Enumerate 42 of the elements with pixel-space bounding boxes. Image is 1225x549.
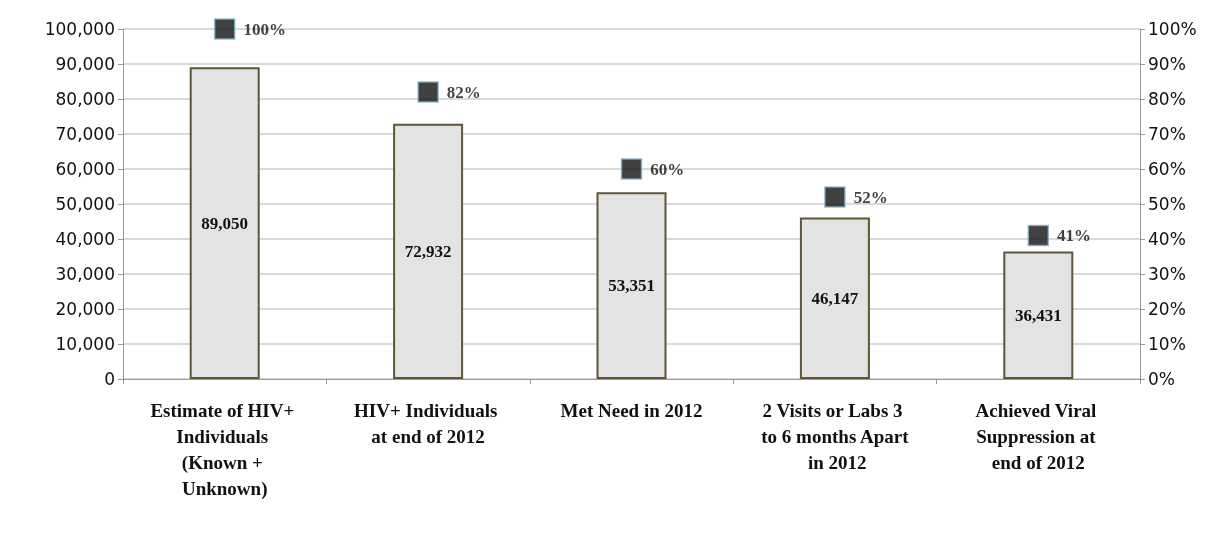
x-tick-label: Estimate of HIV+ Individuals (Known + Unknown) — [150, 399, 299, 500]
point — [1027, 224, 1050, 247]
y-tick-label: 100,000 — [44, 19, 115, 39]
y2-tick-label: 0% — [1148, 369, 1175, 389]
data-label: 52% — [853, 187, 888, 207]
y-tick-label: 90,000 — [55, 54, 115, 74]
x-tick-label: 2 Visits or Labs 3 to 6 months Apart in 2012 — [761, 399, 910, 473]
y2-tick-label: 70% — [1148, 124, 1186, 144]
data-label: 82% — [446, 82, 481, 102]
data-label: 89,050 — [201, 213, 249, 233]
point — [824, 186, 846, 208]
data-label: 46,147 — [811, 288, 859, 308]
y-tick-label: 50,000 — [55, 194, 115, 214]
y-tick-label: 80,000 — [55, 89, 115, 109]
y-tick-label: 20,000 — [55, 299, 115, 319]
data-label: 36,431 — [1014, 305, 1062, 325]
y-tick-label: 10,000 — [55, 334, 115, 354]
point — [213, 18, 236, 40]
y-tick-label: 40,000 — [55, 229, 115, 249]
y2-tick-label: 90% — [1148, 54, 1186, 74]
y-tick-label: 70,000 — [55, 124, 115, 144]
point — [620, 158, 643, 180]
y2-tick-label: 60% — [1148, 159, 1186, 179]
data-label: 41% — [1057, 226, 1092, 245]
y2-tick-label: 10% — [1148, 334, 1186, 354]
data-label: 100% — [243, 19, 286, 39]
y-tick-label: 0 — [104, 369, 115, 389]
data-label: 72,932 — [404, 241, 452, 261]
x-tick-label: Met Need in 2012 — [560, 399, 703, 421]
point — [417, 81, 439, 103]
y2-tick-label: 30% — [1148, 264, 1186, 284]
y2-tick-label: 100% — [1148, 19, 1197, 39]
y2-tick-label: 80% — [1148, 89, 1186, 109]
x-tick-label: HIV+ Individuals at end of 2012 — [354, 399, 503, 447]
y2-tick-label: 40% — [1148, 229, 1186, 249]
y-tick-label: 60,000 — [55, 159, 115, 179]
y2-tick-label: 20% — [1148, 299, 1186, 319]
x-tick-label: Achieved Viral Suppression at end of 2012 — [975, 399, 1102, 473]
data-label: 60% — [650, 159, 685, 179]
data-label: 53,351 — [608, 276, 655, 296]
y-tick-label: 30,000 — [55, 264, 115, 284]
y2-tick-label: 50% — [1148, 194, 1186, 214]
